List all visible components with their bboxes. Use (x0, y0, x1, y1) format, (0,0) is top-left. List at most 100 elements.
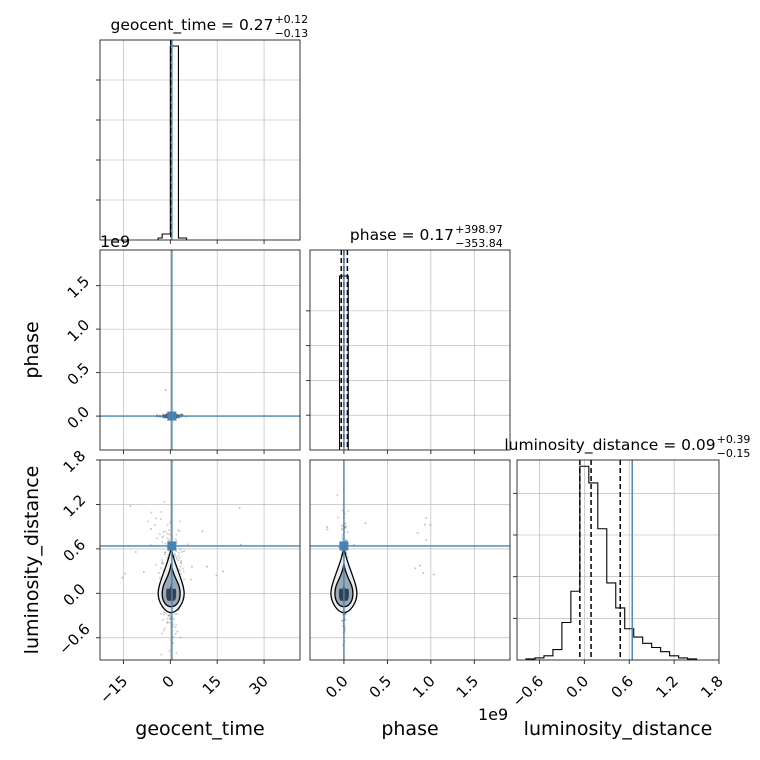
sample-point (167, 614, 170, 617)
sample-point (177, 609, 180, 612)
sample-point (155, 413, 158, 416)
sample-point (166, 621, 169, 624)
panel-border (99, 459, 301, 661)
sample-point (158, 576, 161, 579)
sample-point (162, 535, 165, 538)
sample-point (158, 533, 161, 536)
x-tick-label: 0.0 (322, 672, 352, 702)
sample-point (181, 550, 184, 553)
y-tick-label: 1.8 (60, 447, 90, 477)
sample-point (124, 572, 127, 575)
sample-point (336, 516, 339, 519)
sample-point (346, 539, 349, 542)
y-tick-label: 0.6 (60, 536, 90, 566)
panel-background (100, 40, 300, 240)
sample-point (149, 527, 152, 530)
sample-point (180, 413, 183, 416)
panel-title-upper-error: +398.97 (455, 223, 503, 236)
sample-point (326, 526, 329, 529)
x-axis-label-luminosity_distance: luminosity_distance (524, 718, 713, 740)
sample-point (173, 553, 176, 556)
sample-point (179, 520, 182, 523)
panel-title-luminosity_distance: luminosity_distance = 0.09 +0.39−0.15 (504, 433, 750, 460)
panel-title-text: phase = 0.17 (350, 226, 454, 244)
sample-point (178, 568, 181, 571)
panel-border (309, 459, 511, 661)
sample-point (347, 510, 350, 513)
x-tick-label: 15 (199, 672, 225, 698)
hist-panel-luminosity_distance (513, 459, 720, 661)
panel-content (310, 460, 510, 660)
sample-point (181, 567, 184, 570)
sample-point (178, 530, 181, 533)
sample-point (345, 613, 348, 616)
sample-point (147, 520, 150, 523)
sample-point (161, 413, 164, 416)
panel-title-lower-error: −0.13 (274, 27, 308, 40)
sample-point (155, 517, 158, 520)
sample-point (174, 626, 177, 629)
hist-panel-phase (306, 249, 511, 451)
sample-point (340, 525, 343, 528)
sample-point (175, 623, 178, 626)
sample-point (169, 521, 172, 524)
sample-point (341, 509, 344, 512)
sample-point (341, 528, 344, 531)
sample-point (163, 553, 166, 556)
sample-point (179, 569, 182, 572)
sample-point (161, 562, 164, 565)
injection-marker (167, 411, 177, 421)
sample-point (179, 565, 182, 568)
sample-point (174, 632, 177, 635)
sample-point (186, 543, 189, 546)
x-tick-label: 1.0 (409, 672, 439, 702)
panel-border (99, 39, 301, 241)
sample-point (221, 570, 224, 573)
sample-point (161, 561, 164, 564)
x-axis-label-phase: phase (381, 718, 438, 740)
sample-point (201, 530, 204, 533)
panel-background (517, 460, 719, 660)
y-tick-label: 0.0 (64, 403, 94, 433)
sample-point (164, 542, 167, 545)
panel-background (310, 460, 510, 660)
sample-point (326, 528, 329, 531)
sample-point (183, 550, 186, 553)
sample-point (168, 617, 171, 620)
x-tick-label: −0.6 (509, 672, 547, 710)
sample-point (162, 561, 165, 564)
sample-point (178, 416, 181, 419)
sample-point (340, 527, 343, 530)
sample-point (180, 559, 183, 562)
sample-point (180, 562, 183, 565)
sample-point (174, 538, 177, 541)
x-tick-label: 0.0 (563, 672, 593, 702)
sample-point (166, 537, 169, 540)
sample-point (345, 525, 348, 528)
sample-point (175, 651, 178, 654)
sample-point (341, 533, 344, 536)
y-axis-label-phase: phase (21, 321, 43, 378)
sample-point (171, 664, 173, 666)
sample-point (178, 551, 181, 554)
sample-point (173, 618, 176, 621)
sample-point (162, 610, 165, 613)
sample-point (182, 570, 185, 573)
sample-point (169, 617, 172, 620)
panel-title-upper-error: +0.39 (717, 433, 751, 446)
x-tick-label: 0.6 (607, 672, 637, 702)
y-tick-label: 1.5 (64, 272, 94, 302)
sample-point (176, 630, 179, 633)
sample-point (160, 632, 163, 635)
sample-point (425, 517, 428, 520)
sample-point (429, 523, 432, 526)
sample-point (238, 506, 241, 509)
sample-point (422, 572, 425, 575)
panel-title-phase: phase = 0.17 +398.97−353.84 (350, 223, 503, 250)
sample-point (172, 636, 175, 639)
sample-point (180, 413, 183, 416)
sample-point (167, 614, 170, 617)
sample-point (205, 565, 208, 568)
sample-point (159, 612, 162, 615)
sample-point (346, 555, 349, 558)
